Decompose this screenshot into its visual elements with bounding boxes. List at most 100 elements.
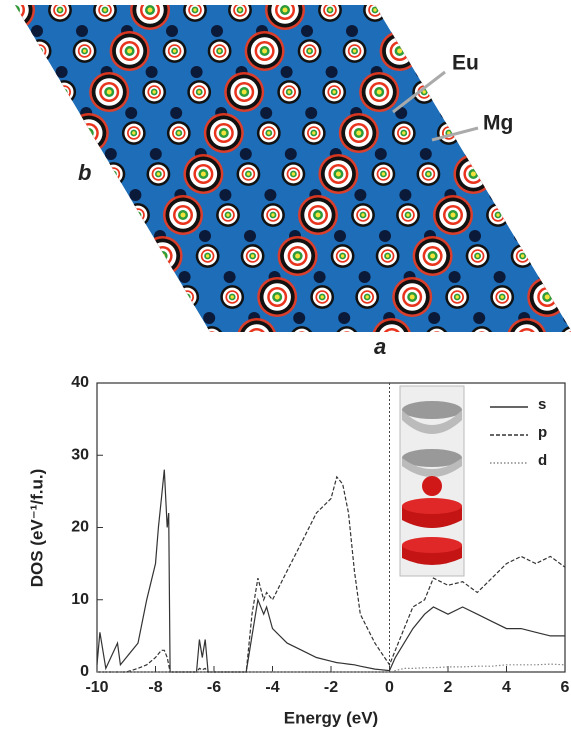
contour-ring — [478, 335, 485, 342]
contour-ring — [260, 107, 273, 119]
contour-ring — [18, 168, 29, 180]
contour-ring — [437, 44, 452, 58]
contour-ring — [128, 283, 156, 311]
contour-ring — [361, 213, 365, 217]
contour-ring — [86, 208, 100, 222]
contour-ring — [81, 203, 105, 227]
contour-ring — [284, 148, 297, 160]
contour-ring — [93, 293, 101, 301]
contour-ring — [114, 330, 130, 332]
contour-ring — [473, 312, 486, 324]
contour-ring — [15, 86, 25, 98]
contour-ring — [422, 90, 426, 94]
contour-ring — [565, 331, 571, 332]
contour-ring — [106, 89, 112, 95]
contour-ring — [15, 80, 32, 104]
contour-ring — [533, 127, 544, 139]
contour-ring — [560, 170, 567, 178]
contour-ring — [81, 125, 97, 141]
contour-ring — [537, 209, 549, 221]
contour-ring — [494, 72, 535, 112]
contour-ring — [15, 5, 23, 18]
contour-ring — [511, 89, 517, 95]
contour-ring — [384, 330, 400, 332]
contour-ring — [406, 5, 434, 24]
atom-label: Mg — [483, 112, 513, 135]
x-tick-label: -8 — [148, 679, 162, 696]
contour-ring — [535, 129, 543, 137]
contour-ring — [15, 88, 23, 96]
contour-ring — [470, 171, 476, 177]
inset-shape — [402, 537, 462, 553]
contour-ring — [482, 44, 497, 58]
contour-ring — [509, 87, 520, 97]
contour-ring — [402, 5, 438, 28]
contour-ring — [127, 48, 133, 54]
contour-ring — [442, 49, 447, 53]
contour-ring — [208, 335, 215, 342]
contour-ring — [504, 5, 516, 16]
contour-ring — [15, 162, 36, 186]
contour-ring — [170, 107, 183, 119]
contour-ring — [59, 86, 70, 98]
contour-ring — [477, 333, 487, 343]
contour-ring — [325, 66, 338, 78]
contour-ring — [163, 335, 170, 342]
contour-ring — [35, 107, 48, 119]
contour-ring — [42, 131, 46, 135]
contour-ring — [464, 86, 475, 98]
contour-ring — [402, 131, 406, 135]
contour-ring — [520, 254, 525, 258]
contour-ring — [345, 336, 348, 339]
contour-ring — [340, 331, 354, 332]
x-tick-label: 0 — [385, 679, 394, 696]
contour-ring — [182, 291, 193, 303]
contour-ring — [415, 66, 428, 78]
contour-ring — [533, 205, 553, 225]
contour-ring — [0, 121, 11, 145]
contour-ring — [463, 8, 467, 12]
contour-ring — [280, 66, 293, 78]
contour-ring — [64, 230, 76, 242]
x-tick-label: -6 — [207, 679, 221, 696]
contour-ring — [412, 5, 428, 18]
contour-ring — [136, 213, 140, 217]
contour-ring — [496, 74, 532, 110]
contour-ring — [82, 49, 87, 53]
contour-ring — [379, 230, 391, 242]
contour-ring — [34, 123, 54, 143]
contour-ring — [223, 271, 236, 283]
contour-ring — [506, 6, 514, 14]
contour-ring — [249, 330, 265, 332]
contour-ring — [297, 333, 307, 343]
contour-ring — [147, 7, 153, 13]
contour-ring — [111, 328, 132, 332]
legend-label: d — [538, 452, 547, 469]
contour-ring — [87, 209, 99, 221]
x-axis-title: Energy (eV) — [284, 708, 378, 727]
contour-ring — [376, 89, 382, 95]
contour-ring — [145, 66, 158, 78]
contour-ring — [45, 212, 51, 218]
contour-ring — [320, 295, 324, 299]
contour-ring — [264, 189, 277, 201]
contour-ring — [37, 126, 51, 140]
contour-ring — [550, 66, 563, 78]
contour-ring — [155, 248, 171, 264]
contour-ring — [60, 166, 76, 182]
contour-ring — [70, 254, 75, 258]
contour-ring — [129, 189, 142, 201]
contour-ring — [15, 5, 20, 15]
contour-ring — [104, 148, 117, 160]
contour-ring — [532, 48, 538, 54]
contour-ring — [16, 167, 31, 181]
contour-ring — [374, 148, 387, 160]
contour-ring — [210, 336, 213, 339]
leader-line — [392, 70, 446, 114]
contour-ring — [154, 326, 179, 332]
contour-ring — [312, 131, 316, 135]
inset-shape — [402, 498, 462, 514]
contour-ring — [433, 335, 440, 342]
contour-ring — [450, 212, 456, 218]
contour-ring — [63, 169, 74, 179]
